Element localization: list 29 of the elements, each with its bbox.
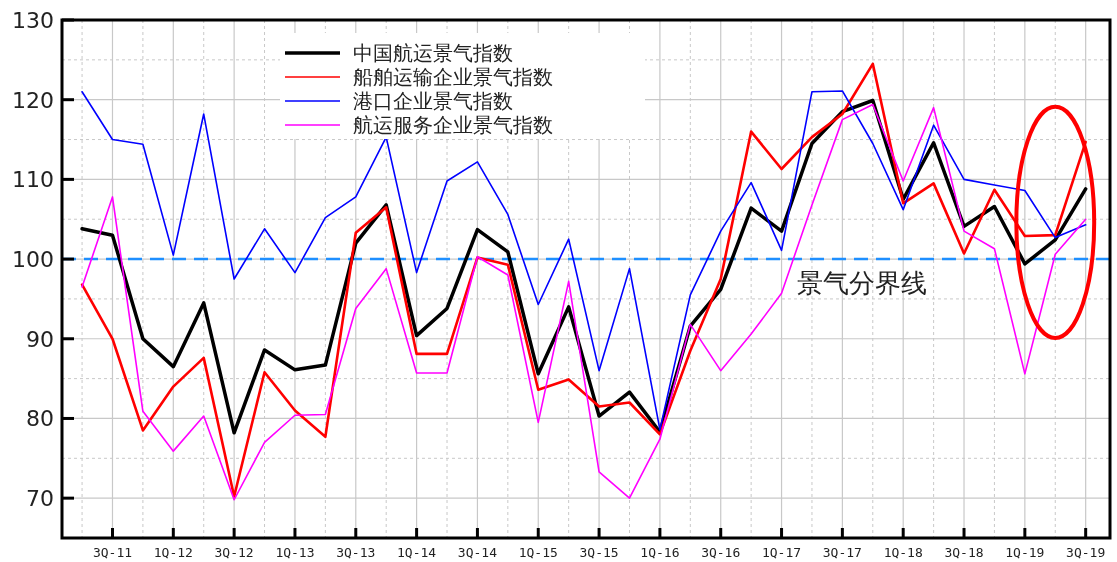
x-tick-label: 1Q-19 [1005,545,1045,560]
x-tick-label: 3Q-15 [579,545,619,560]
legend-label: 船舶运输企业景气指数 [353,65,553,89]
x-tick-label: 1Q-13 [275,545,315,560]
x-tick-label: 1Q-18 [883,545,923,560]
y-tick-label: 120 [12,87,54,113]
y-tick-label: 130 [12,8,54,33]
y-tick-label: 70 [26,486,54,512]
x-tick-label: 1Q-17 [761,545,802,560]
y-tick-label: 90 [26,326,54,352]
x-tick-label: 1Q-15 [518,545,558,560]
x-tick-label: 3Q-14 [457,545,498,560]
x-tick-label: 1Q-12 [153,545,193,560]
legend-label: 航运服务企业景气指数 [353,113,553,137]
y-tick-label: 80 [26,406,54,432]
x-tick-label: 3Q-16 [701,545,741,560]
x-tick-label: 3Q-13 [336,545,376,560]
x-tick-label: 1Q-16 [640,545,680,560]
x-tick-label: 3Q-19 [1066,545,1106,560]
x-tick-label: 3Q-18 [944,545,984,560]
legend-label: 港口企业景气指数 [353,89,513,113]
y-tick-label: 100 [12,247,54,273]
x-tick-label: 1Q-14 [397,545,437,560]
y-tick-label: 110 [12,167,54,193]
legend-label: 中国航运景气指数 [353,41,513,65]
x-tick-label: 3Q-11 [92,545,133,560]
ref-line-label: 景气分界线 [796,268,927,299]
x-tick-label: 3Q-17 [822,545,862,560]
x-tick-label: 3Q-12 [214,545,254,560]
